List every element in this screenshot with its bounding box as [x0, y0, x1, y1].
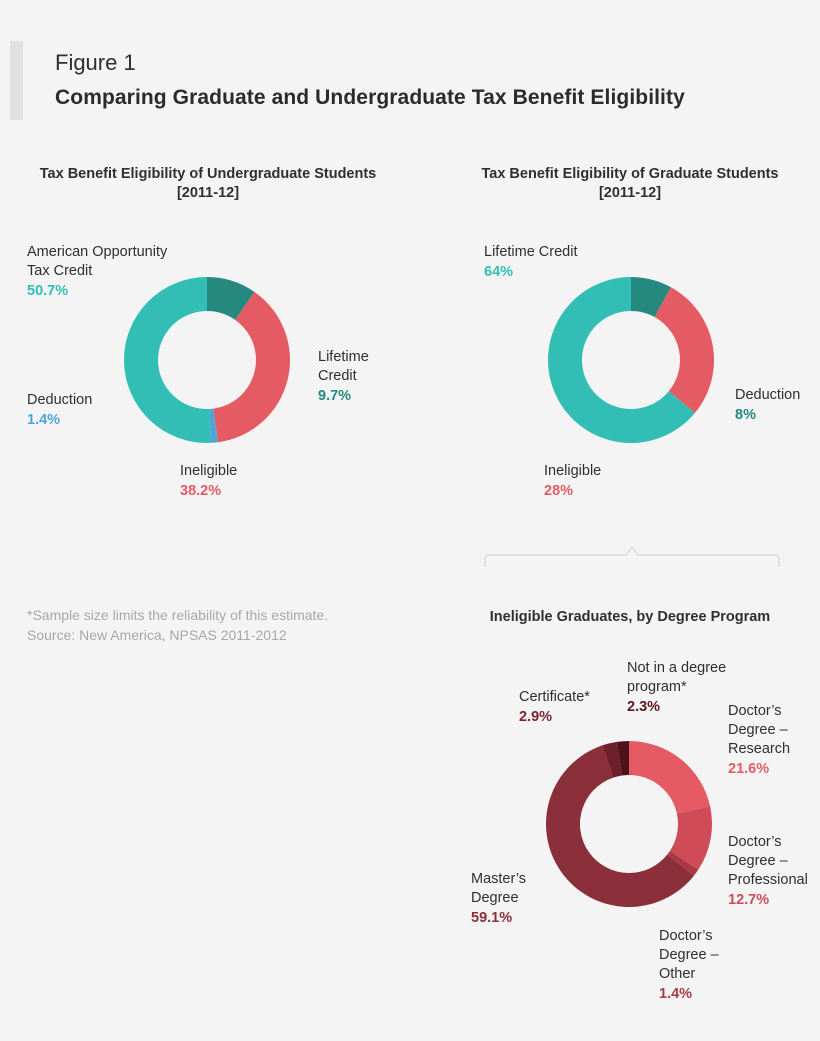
- degree-donut-chart: [546, 741, 712, 907]
- grad-chart-title-line2: [2011-12]: [598, 185, 662, 201]
- grad-ineligible-value: 28%: [544, 483, 574, 499]
- grad-deduction-label: Deduction 8%: [735, 386, 800, 425]
- undergrad-ineligible-label: Ineligible 38.2%: [180, 462, 237, 501]
- degree-masters-label: Master’s Degree 59.1%: [471, 870, 526, 928]
- grad-deduction-name: Deduction: [735, 387, 801, 403]
- undergrad-deduction-value: 1.4%: [27, 412, 61, 428]
- degree-certificate-value: 2.9%: [519, 709, 553, 725]
- degree-research-value: 21.6%: [728, 761, 770, 777]
- undergrad-deduction-label: Deduction 1.4%: [27, 391, 92, 430]
- grad-ineligible-label: Ineligible 28%: [544, 462, 601, 501]
- degree-slice-master-s-degree: [546, 745, 694, 907]
- degree-professional-name-line2: Degree –: [728, 853, 788, 869]
- undergrad-chart-title-line2: [2011-12]: [176, 185, 240, 201]
- degree-notindegree-value: 2.3%: [627, 699, 661, 715]
- degree-other-name-line3: Other: [659, 966, 696, 982]
- figure-label: Figure 1: [55, 50, 136, 75]
- undergrad-slice-american-opportunity-tax-credit: [124, 277, 211, 443]
- grad-deduction-value: 8%: [735, 407, 756, 423]
- undergrad-lifetime-value: 9.7%: [318, 388, 352, 404]
- grad-ineligible-name: Ineligible: [544, 463, 602, 479]
- undergrad-lifetime-label: Lifetime Credit 9.7%: [318, 348, 369, 406]
- undergrad-chart-title-line1: Tax Benefit Eligibility of Undergraduate…: [39, 166, 377, 182]
- degree-slice-certificate: [602, 741, 622, 778]
- degree-slice-doctor-s-degree-professional: [669, 806, 712, 870]
- degree-slice-doctor-s-degree-other: [667, 851, 699, 876]
- grad-chart-title: Tax Benefit Eligibility of Graduate Stud…: [442, 165, 818, 203]
- degree-other-label: Doctor’s Degree – Other 1.4%: [659, 927, 719, 1004]
- degree-research-name-line2: Degree –: [728, 722, 788, 738]
- grad-lifetime-value: 64%: [484, 264, 514, 280]
- degree-professional-name-line3: Professional: [728, 872, 808, 888]
- degree-other-value: 1.4%: [659, 986, 693, 1002]
- degree-masters-name-line1: Master’s: [471, 871, 527, 887]
- degree-professional-name-line1: Doctor’s: [728, 834, 782, 850]
- degree-professional-label: Doctor’s Degree – Professional 12.7%: [728, 833, 808, 910]
- undergrad-aotc-name-line1: American Opportunity: [27, 244, 168, 260]
- degree-chart-title: Ineligible Graduates, by Degree Program: [489, 609, 771, 625]
- undergrad-deduction-name: Deduction: [27, 392, 93, 408]
- undergrad-aotc-name-line2: Tax Credit: [27, 263, 93, 279]
- grad-donut-chart: [548, 277, 714, 443]
- degree-masters-name-line2: Degree: [471, 890, 519, 906]
- degree-notindegree-name-line2: program*: [627, 679, 687, 695]
- degree-professional-value: 12.7%: [728, 892, 770, 908]
- degree-slice-doctor-s-degree-research: [629, 741, 711, 814]
- undergrad-lifetime-name-line1: Lifetime: [318, 349, 369, 365]
- undergrad-donut-chart: [124, 277, 290, 443]
- grad-slice-deduction: [631, 277, 671, 318]
- degree-certificate-name: Certificate*: [519, 689, 590, 705]
- figure-accent-bar: [10, 41, 23, 120]
- breakdown-bracket: [484, 546, 780, 567]
- grad-lifetime-label: Lifetime Credit 64%: [484, 243, 577, 282]
- undergrad-slice-ineligible: [213, 291, 290, 443]
- footnote-source: Source: New America, NPSAS 2011-2012: [27, 627, 287, 643]
- undergrad-lifetime-name-line2: Credit: [318, 368, 357, 384]
- degree-masters-value: 59.1%: [471, 910, 513, 926]
- undergrad-slice-deduction: [209, 408, 218, 443]
- degree-research-name-line1: Doctor’s: [728, 703, 782, 719]
- grad-chart-title-line1: Tax Benefit Eligibility of Graduate Stud…: [481, 166, 779, 182]
- figure-title: Comparing Graduate and Undergraduate Tax…: [55, 86, 685, 109]
- degree-other-name-line1: Doctor’s: [659, 928, 713, 944]
- undergrad-aotc-label: American Opportunity Tax Credit 50.7%: [27, 243, 167, 301]
- degree-other-name-line2: Degree –: [659, 947, 719, 963]
- grad-slice-ineligible: [654, 287, 714, 413]
- footnote: *Sample size limits the reliability of t…: [27, 605, 328, 645]
- undergrad-slice-lifetime-credit: [207, 277, 255, 320]
- degree-research-name-line3: Research: [728, 741, 791, 757]
- degree-research-label: Doctor’s Degree – Research 21.6%: [728, 702, 790, 779]
- degree-notindegree-name-line1: Not in a degree: [627, 660, 727, 676]
- degree-certificate-label: Certificate* 2.9%: [519, 688, 590, 727]
- undergrad-ineligible-name: Ineligible: [180, 463, 238, 479]
- degree-slice-not-in-a-degree-program: [617, 741, 629, 776]
- grad-slice-lifetime-credit: [548, 277, 695, 443]
- undergrad-chart-title: Tax Benefit Eligibility of Undergraduate…: [20, 165, 396, 203]
- footnote-sample-size: *Sample size limits the reliability of t…: [27, 607, 329, 623]
- undergrad-aotc-value: 50.7%: [27, 283, 69, 299]
- grad-lifetime-name: Lifetime Credit: [484, 244, 578, 260]
- undergrad-ineligible-value: 38.2%: [180, 483, 222, 499]
- degree-notindegree-label: Not in a degree program* 2.3%: [627, 659, 726, 717]
